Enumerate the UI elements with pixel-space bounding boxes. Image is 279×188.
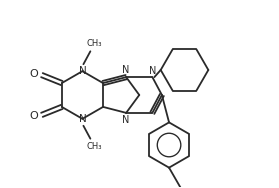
Text: N: N [79,66,86,76]
Text: O: O [30,111,39,121]
Text: N: N [149,66,156,76]
Text: O: O [30,69,39,79]
Text: N: N [122,65,130,75]
Text: N: N [79,114,86,124]
Text: CH₃: CH₃ [86,39,102,48]
Text: CH₃: CH₃ [86,142,102,151]
Text: N: N [122,115,130,125]
